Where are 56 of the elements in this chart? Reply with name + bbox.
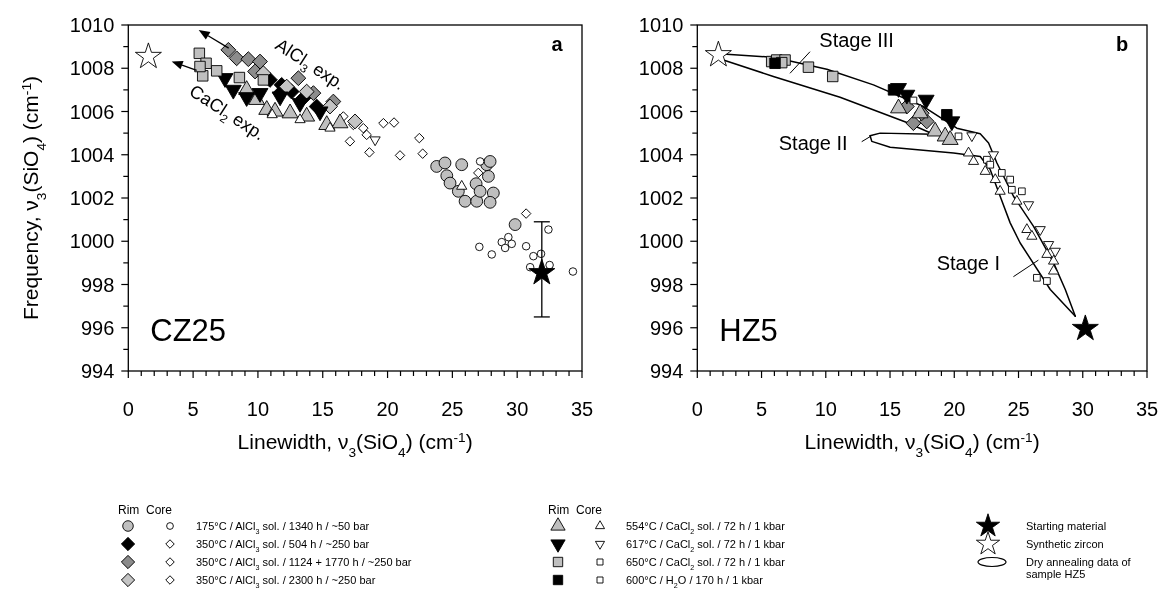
legend-label: Synthetic zircon bbox=[1026, 538, 1104, 550]
annotation: b bbox=[1115, 33, 1129, 55]
legend-label: 350°C / AlCl$_{3}$ sol. / 504 h / ~250 bar bbox=[196, 538, 370, 554]
legend-label: 554°C / CaCl$_{2}$ sol. / 72 h / 1 kbar bbox=[626, 520, 786, 536]
legend-label: 350°C / AlCl$_{3}$ sol. / 1124 + 1770 h / ~250 bar bbox=[196, 556, 412, 572]
x-tick-label: 15 bbox=[878, 398, 902, 420]
legend-title: Rim Core bbox=[118, 503, 173, 517]
y-tick-label: 1004 bbox=[638, 143, 684, 166]
y-tick-label: 1008 bbox=[638, 57, 684, 80]
y-tick-label: 1010 bbox=[638, 14, 684, 36]
annotation: Stage II bbox=[778, 132, 848, 155]
x-tick-label: 30 bbox=[506, 398, 529, 420]
legend-label: 350°C / AlCl$_{3}$ sol. / 2300 h / ~250 bar bbox=[196, 574, 376, 590]
x-tick-label: 35 bbox=[570, 398, 594, 420]
x-tick-label: 10 bbox=[814, 398, 837, 420]
y-tick-label: 1000 bbox=[638, 230, 684, 253]
legend-label: 600°C / H$_{2}$O / 170 h / 1 kbar bbox=[626, 574, 764, 590]
annotation: HZ5 bbox=[719, 313, 778, 348]
annotation: CZ25 bbox=[150, 313, 227, 348]
annotation: Stage III bbox=[819, 28, 894, 51]
y-tick-label: 1006 bbox=[638, 100, 684, 123]
y-tick-label: 1010 bbox=[69, 14, 115, 36]
x-tick-label: 35 bbox=[1135, 398, 1159, 420]
y-tick-label: 998 bbox=[80, 273, 115, 296]
x-tick-label: 25 bbox=[1007, 398, 1030, 420]
x-tick-label: 0 bbox=[691, 398, 703, 420]
x-tick-label: 15 bbox=[311, 398, 334, 420]
y-tick-label: 1004 bbox=[69, 143, 115, 166]
x-axis-title: Linewidth, ν$_{3}$(SiO$_{4}$) (cm$^{-1}$) bbox=[804, 429, 1040, 460]
y-tick-label: 994 bbox=[649, 360, 684, 382]
y-tick-label: 996 bbox=[649, 316, 684, 339]
legend-label: Starting material bbox=[1026, 520, 1107, 532]
y-tick-label: 998 bbox=[649, 273, 684, 296]
x-tick-label: 20 bbox=[376, 398, 399, 420]
x-tick-label: 5 bbox=[187, 398, 199, 420]
x-tick-label: 5 bbox=[755, 398, 768, 420]
x-tick-label: 10 bbox=[246, 398, 270, 420]
legend-label: 617°C / CaCl$_{2}$ sol. / 72 h / 1 kbar bbox=[626, 538, 786, 554]
y-tick-label: 1006 bbox=[69, 100, 115, 123]
y-tick-label: 1002 bbox=[69, 187, 115, 209]
y-tick-label: 1002 bbox=[638, 187, 684, 209]
legend-label: 175°C / AlCl$_{3}$ sol. / 1340 h / ~50 bar bbox=[196, 520, 370, 536]
text: Rim Core bbox=[548, 503, 603, 517]
y-tick-label: 1008 bbox=[69, 57, 115, 80]
x-tick-label: 25 bbox=[441, 398, 464, 420]
y-tick-label: 1000 bbox=[69, 230, 115, 253]
x-tick-label: 30 bbox=[1071, 398, 1094, 420]
x-tick-label: 0 bbox=[122, 398, 134, 420]
legend-label: 650°C / CaCl$_{2}$ sol. / 72 h / 1 kbar bbox=[626, 556, 786, 572]
x-tick-label: 20 bbox=[943, 398, 966, 420]
annotation: a bbox=[551, 33, 564, 55]
legend-label: Dry annealing data of sample HZ5 bbox=[1026, 556, 1132, 580]
annotation: Stage I bbox=[936, 252, 1001, 275]
x-axis-title: Linewidth, ν$_{3}$(SiO$_{4}$) (cm$^{-1}$) bbox=[237, 429, 473, 460]
y-tick-label: 994 bbox=[80, 360, 115, 382]
y-tick-label: 996 bbox=[80, 316, 115, 339]
